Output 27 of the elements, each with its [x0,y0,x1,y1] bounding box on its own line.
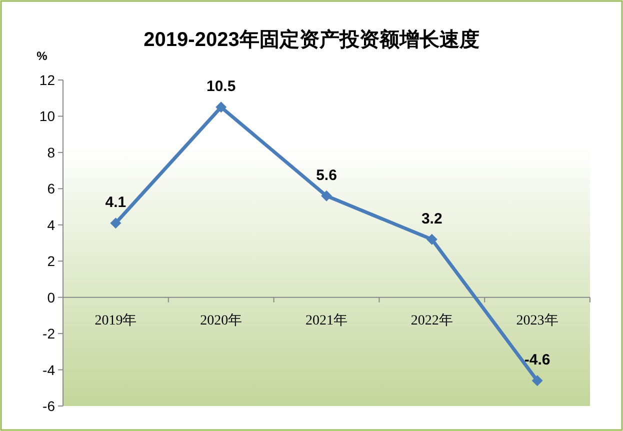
data-label: 4.1 [105,194,126,212]
x-tick-label: 2022年 [410,312,453,328]
y-tick-label: 4 [47,216,56,233]
point [532,375,543,386]
y-tick-label: 2 [47,253,56,270]
data-label: -4.6 [524,352,550,369]
data-label: 3.2 [421,210,442,228]
y-tick-label: -6 [42,398,56,414]
point [216,102,227,113]
point [426,234,438,245]
chart-title: 2019-2023年固定资产投资额增长速度 [144,28,480,51]
y-tick-label: -2 [42,326,56,342]
point [321,190,332,202]
y-tick-label: 0 [47,289,56,306]
y-tick-label: 12 [39,72,56,88]
point [110,218,122,229]
y-tick-label: 10 [39,108,56,124]
x-tick-label: 2019年 [94,312,137,328]
x-tick-label: 2020年 [200,312,242,328]
data-label: 5.6 [316,166,337,184]
y-tick-label: -4 [42,362,56,378]
y-axis-title: % [36,49,48,63]
data-label: 10.5 [206,78,236,96]
x-tick-label: 2023年 [516,312,558,328]
y-tick-label: 6 [47,180,56,197]
y-tick-label: 8 [47,144,56,160]
x-tick-label: 2021年 [306,312,348,328]
